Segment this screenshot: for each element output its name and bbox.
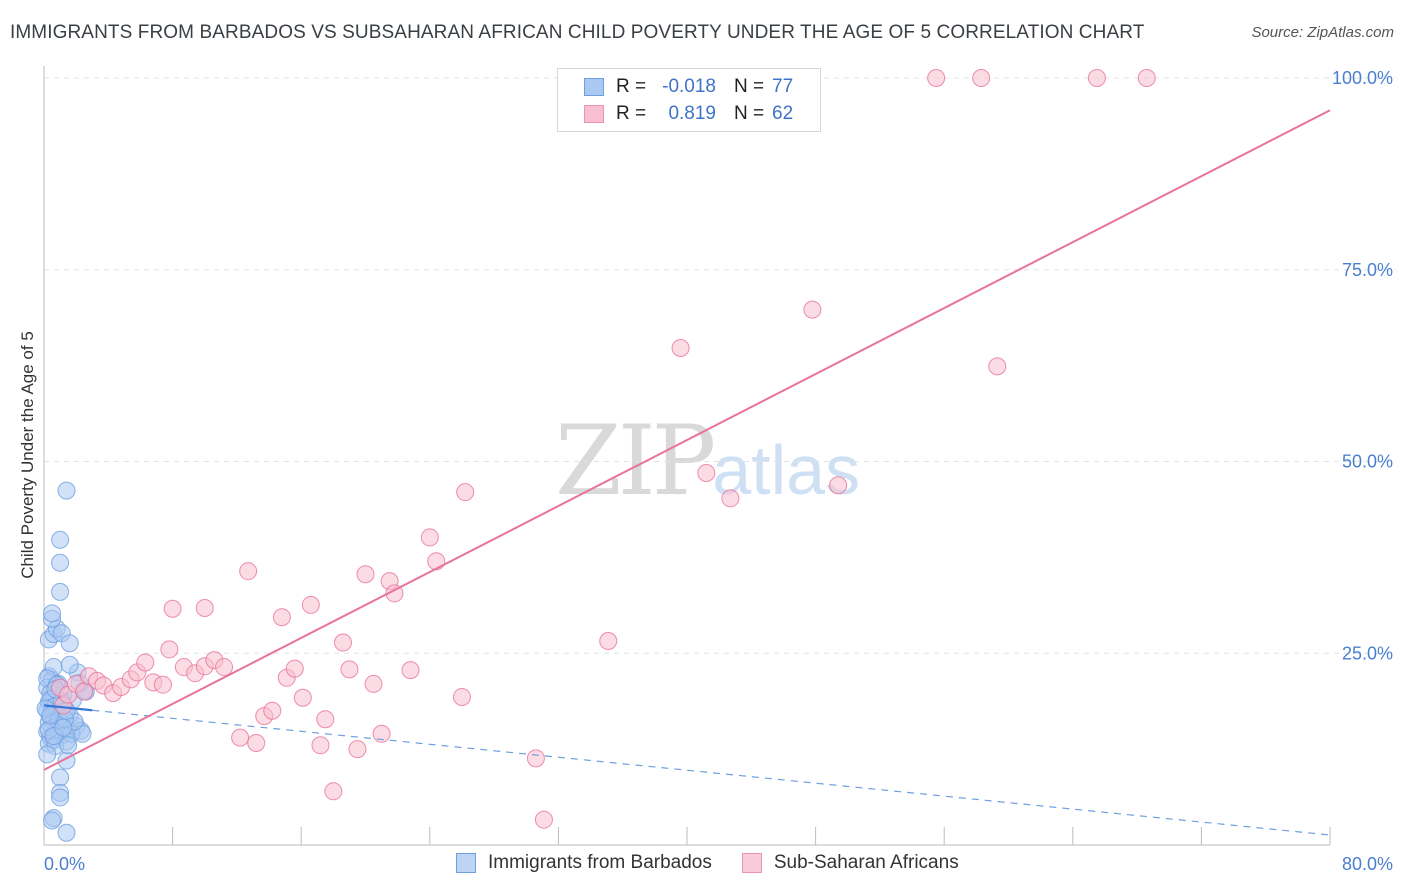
- y-tick-label: 75.0%: [1342, 260, 1393, 280]
- data-point-barbados: [57, 481, 76, 500]
- watermark: ZIPatlas: [555, 405, 860, 517]
- data-point-subsaharan: [311, 736, 330, 755]
- data-point-barbados: [51, 788, 70, 807]
- data-point-barbados: [60, 634, 79, 653]
- data-point-subsaharan: [526, 749, 545, 768]
- data-point-subsaharan: [263, 701, 282, 720]
- trendline-barbados: [43, 704, 93, 712]
- y-tick-label: 100.0%: [1332, 68, 1393, 88]
- data-point-subsaharan: [829, 476, 848, 495]
- trendline-barbados-dashed: [92, 709, 1331, 836]
- source-label: Source: ZipAtlas.com: [1251, 24, 1394, 41]
- series-legend: Immigrants from Barbados Sub-Saharan Afr…: [456, 852, 989, 874]
- data-point-barbados: [59, 736, 78, 755]
- y-tick-label: 25.0%: [1342, 643, 1393, 663]
- legend-swatch-subsaharan: [584, 105, 604, 123]
- data-point-subsaharan: [721, 489, 740, 508]
- legend-row-subsaharan: R = 0.819 N = 62: [584, 102, 793, 126]
- legend-item-subsaharan[interactable]: Sub-Saharan Africans: [741, 852, 959, 874]
- data-point-subsaharan: [231, 728, 250, 747]
- legend-n-value: 62: [772, 103, 794, 124]
- legend-swatch-barbados: [584, 78, 604, 96]
- data-point-subsaharan: [452, 687, 471, 706]
- legend-swatch-subsaharan: [741, 853, 762, 873]
- legend-label-barbados: Immigrants from Barbados: [488, 852, 712, 873]
- data-point-subsaharan: [239, 562, 258, 581]
- data-point-subsaharan: [160, 640, 179, 659]
- legend-item-barbados[interactable]: Immigrants from Barbados: [456, 852, 712, 874]
- data-point-barbados: [38, 745, 57, 764]
- data-point-barbados: [43, 811, 62, 830]
- chart-title: IMMIGRANTS FROM BARBADOS VS SUBSAHARAN A…: [10, 22, 1145, 43]
- data-point-subsaharan: [972, 69, 991, 87]
- legend-r-value: -0.018: [662, 76, 716, 97]
- trendline-subsaharan: [43, 109, 1331, 771]
- data-point-subsaharan: [316, 710, 335, 729]
- data-point-subsaharan: [697, 464, 716, 483]
- data-point-subsaharan: [136, 653, 155, 672]
- data-point-barbados: [51, 768, 70, 787]
- data-point-subsaharan: [356, 565, 375, 584]
- data-point-subsaharan: [333, 633, 352, 652]
- data-point-barbados: [57, 823, 76, 842]
- data-point-subsaharan: [215, 658, 234, 677]
- data-point-subsaharan: [427, 552, 446, 571]
- data-point-barbados: [43, 604, 62, 623]
- legend-r-label: R =: [616, 76, 647, 97]
- data-point-subsaharan: [195, 598, 214, 617]
- data-point-subsaharan: [153, 675, 172, 694]
- data-point-subsaharan: [285, 659, 304, 678]
- data-point-subsaharan: [988, 357, 1007, 376]
- legend-n-value: 77: [772, 76, 794, 97]
- data-point-subsaharan: [1137, 69, 1156, 87]
- y-tick-label: 50.0%: [1342, 452, 1393, 472]
- legend-r-label: R =: [616, 103, 647, 124]
- data-point-subsaharan: [401, 661, 420, 680]
- data-point-subsaharan: [301, 595, 320, 614]
- data-point-subsaharan: [293, 688, 312, 707]
- data-point-subsaharan: [927, 69, 946, 87]
- stats-legend: R = -0.018 N = 77 R = 0.819 N = 62: [557, 68, 821, 132]
- x-tick-label: 0.0%: [44, 854, 85, 874]
- data-point-subsaharan: [163, 599, 182, 618]
- data-point-subsaharan: [272, 608, 291, 627]
- data-point-subsaharan: [671, 338, 690, 357]
- legend-n-label: N =: [734, 76, 765, 97]
- data-point-barbados: [51, 530, 70, 549]
- legend-row-barbados: R = -0.018 N = 77: [584, 75, 793, 99]
- data-point-barbados: [51, 553, 70, 572]
- data-point-subsaharan: [324, 782, 343, 801]
- data-point-subsaharan: [340, 660, 359, 679]
- data-point-subsaharan: [420, 528, 439, 547]
- data-point-subsaharan: [803, 300, 822, 319]
- data-point-subsaharan: [247, 733, 266, 752]
- data-point-subsaharan: [599, 631, 618, 650]
- legend-n-label: N =: [734, 103, 765, 124]
- data-point-subsaharan: [1087, 69, 1106, 87]
- data-point-subsaharan: [534, 810, 553, 829]
- x-tick-label: 80.0%: [1342, 854, 1393, 874]
- data-point-barbados: [60, 655, 79, 674]
- legend-label-subsaharan: Sub-Saharan Africans: [773, 852, 959, 873]
- legend-swatch-barbados: [456, 853, 476, 873]
- legend-r-value: 0.819: [668, 103, 716, 124]
- data-point-subsaharan: [348, 740, 367, 759]
- data-point-barbados: [54, 718, 73, 737]
- data-point-subsaharan: [364, 674, 383, 693]
- data-point-subsaharan: [456, 483, 475, 502]
- data-point-subsaharan: [372, 724, 391, 743]
- data-point-barbados: [51, 582, 70, 601]
